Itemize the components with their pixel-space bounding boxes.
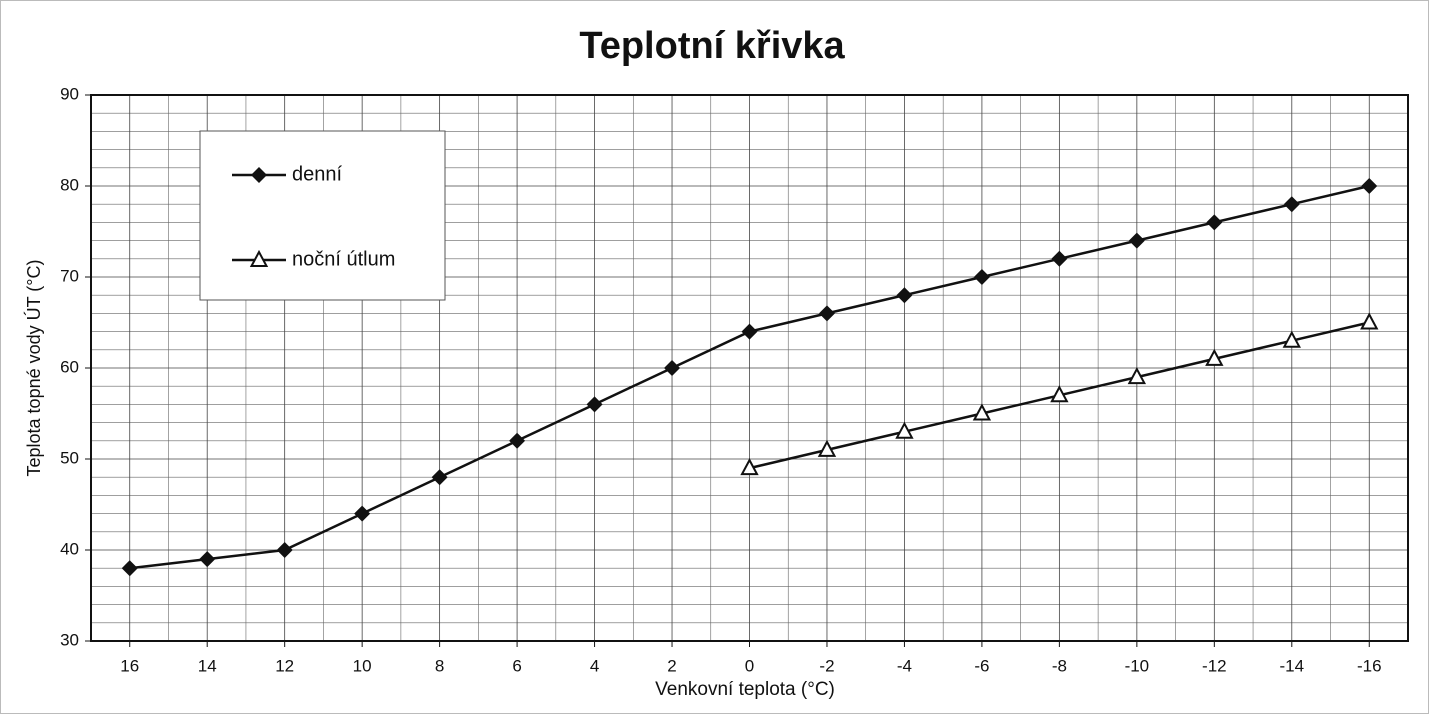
x-tick-label: -12 — [1202, 656, 1227, 675]
x-axis-label: Venkovní teplota (°C) — [655, 679, 835, 700]
marker — [431, 469, 448, 486]
marker — [1050, 385, 1069, 403]
y-tick-label: 90 — [60, 84, 79, 103]
legend-label: noční útlum — [292, 248, 395, 270]
marker — [740, 457, 759, 476]
y-axis-label: Teplota topné vody ÚT (°C) — [23, 260, 44, 477]
marker — [1361, 178, 1378, 194]
y-tick-label: 70 — [60, 266, 79, 285]
x-tick-label: -16 — [1357, 656, 1382, 675]
x-tick-label: 4 — [590, 656, 599, 675]
x-tick-label: 0 — [745, 656, 754, 675]
marker — [817, 439, 837, 457]
x-tick-label: 16 — [120, 656, 139, 675]
marker — [972, 403, 992, 421]
marker — [818, 305, 835, 322]
marker — [276, 542, 293, 558]
x-tick-label: -8 — [1052, 656, 1067, 675]
x-tick-label: -10 — [1125, 656, 1150, 675]
x-tick-label: -14 — [1280, 656, 1305, 675]
chart-title: Teplotní křivka — [579, 25, 845, 67]
marker — [1283, 196, 1300, 213]
x-tick-label: 2 — [667, 656, 676, 675]
marker — [1360, 312, 1379, 330]
x-tick-label: 10 — [353, 656, 372, 675]
plot-frame — [90, 94, 1409, 642]
y-tick-label: 60 — [60, 357, 79, 376]
marker — [354, 505, 371, 522]
legend-label: denní — [292, 163, 342, 185]
marker — [664, 360, 681, 376]
y-tick-label: 30 — [60, 630, 79, 649]
marker — [1205, 348, 1224, 366]
marker — [1128, 232, 1145, 249]
marker — [249, 249, 269, 267]
marker — [1282, 330, 1301, 348]
x-tick-label: 6 — [512, 656, 521, 675]
marker — [1206, 214, 1223, 231]
marker — [741, 323, 758, 340]
y-tick-label: 50 — [60, 448, 79, 467]
marker — [895, 421, 914, 439]
x-tick-label: -2 — [819, 656, 834, 675]
x-tick-label: -4 — [897, 656, 912, 675]
marker — [1127, 366, 1147, 385]
x-tick-label: 14 — [198, 656, 217, 675]
x-tick-label: 12 — [275, 656, 294, 675]
legend-box — [199, 130, 446, 301]
marker — [509, 432, 526, 449]
marker — [973, 269, 990, 285]
marker — [199, 551, 216, 568]
marker — [251, 167, 267, 183]
marker — [586, 396, 603, 413]
y-tick-label: 80 — [60, 175, 79, 194]
y-tick-label: 40 — [60, 539, 79, 558]
x-tick-label: 8 — [435, 656, 444, 675]
x-tick-label: -6 — [974, 656, 989, 675]
marker — [896, 287, 913, 304]
marker — [1051, 250, 1068, 267]
legend: denní noční útlum — [199, 130, 446, 301]
marker — [121, 560, 138, 577]
